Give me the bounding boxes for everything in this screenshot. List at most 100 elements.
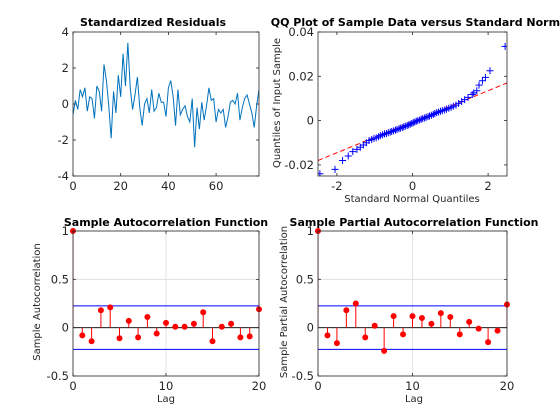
acf-xtick-label: 20 — [252, 379, 267, 393]
qq-point — [470, 89, 478, 97]
pacf-stem-marker — [466, 318, 473, 325]
qq-point — [395, 125, 403, 133]
qq-point — [344, 152, 352, 160]
residuals-ytick-label: 2 — [62, 61, 69, 75]
acf-stem-marker — [246, 333, 253, 340]
pacf-stem-marker — [494, 327, 501, 334]
qq-point — [409, 119, 417, 127]
pacf-stem-marker — [371, 322, 378, 329]
pacf-stem-marker — [343, 307, 350, 314]
acf-xtick-label: 0 — [69, 379, 76, 393]
pacf-title: Sample Partial Autocorrelation Function — [290, 216, 539, 229]
qq-ytick-label: 0.04 — [288, 25, 314, 39]
qq-ytick-label: 0 — [307, 114, 314, 128]
acf-stem-marker — [228, 320, 235, 327]
qq-plot: -2 0 2 -0.02 0 0.02 0.04 — [284, 25, 508, 193]
acf-stem-marker — [209, 338, 216, 345]
residuals-ytick-label: -2 — [58, 133, 69, 147]
pacf-xtick-label: 10 — [405, 379, 420, 393]
pacf-stem-marker — [400, 331, 407, 338]
qq-point — [405, 121, 413, 129]
pacf-stem-marker — [418, 314, 425, 321]
qq-point — [349, 148, 357, 156]
acf-stem-marker — [88, 338, 95, 345]
qq-ytick-label: 0.02 — [288, 69, 314, 83]
qq-point — [424, 113, 432, 121]
pacf-stem-marker — [485, 339, 492, 346]
acf-stem-marker — [79, 332, 86, 339]
pacf-stem-marker — [362, 334, 369, 341]
pacf-stem-marker — [437, 310, 444, 317]
residuals-xtick-label: 60 — [209, 179, 224, 193]
qq-point — [417, 115, 425, 123]
residuals-ytick-label: 4 — [62, 25, 69, 39]
pacf-stem-marker — [381, 347, 388, 354]
qq-point — [468, 90, 476, 98]
pacf-xtick-label: 0 — [314, 379, 321, 393]
qq-point — [501, 42, 507, 50]
residuals-ytick-label: -4 — [58, 169, 69, 183]
qq-point — [481, 73, 489, 81]
qq-panel: QQ Plot of Sample Data versus Standard N… — [271, 16, 560, 205]
pacf-panel: Sample Partial Autocorrelation Function … — [279, 216, 538, 405]
qq-xlabel: Standard Normal Quantiles — [344, 194, 480, 205]
acf-xlabel: Lag — [157, 394, 175, 405]
pacf-stem-marker — [390, 313, 397, 320]
qq-point — [406, 120, 414, 128]
pacf-stem-marker — [456, 331, 463, 338]
acf-plot: 0 10 20-0.500.51 — [47, 224, 267, 393]
pacf-stem-marker — [352, 300, 359, 307]
residuals-xtick-label: 20 — [113, 179, 128, 193]
acf-stem-marker — [162, 319, 169, 326]
residuals-marks — [73, 42, 259, 148]
acf-stem-marker — [181, 323, 188, 330]
acf-ytick-label: 0.5 — [51, 272, 69, 286]
qq-point — [464, 93, 472, 101]
acf-stem-marker — [200, 309, 207, 316]
qq-title: QQ Plot of Sample Data versus Standard N… — [271, 16, 560, 29]
qq-ylabel: Quantiles of Input Sample — [272, 38, 283, 168]
qq-point — [318, 170, 324, 176]
acf-ylabel: Sample Autocorrelation — [32, 243, 43, 361]
residuals-plot: 0 20 40 60 -4 -2 0 2 4 — [58, 25, 260, 193]
residuals-xtick-label: 40 — [161, 179, 176, 193]
pacf-ytick-label: 1 — [307, 224, 314, 238]
acf-ytick-label: 1 — [62, 224, 69, 238]
acf-stem-marker — [218, 323, 225, 330]
acf-stem-marker — [144, 314, 151, 321]
qq-point — [391, 126, 399, 134]
acf-stem-marker — [190, 320, 197, 327]
qq-xtick-label: -2 — [331, 179, 342, 193]
pacf-stem-marker — [475, 325, 482, 332]
acf-stem-marker — [237, 334, 244, 341]
pacf-stem-marker — [324, 332, 331, 339]
qq-point — [400, 123, 408, 131]
qq-point — [421, 114, 429, 122]
qq-point — [486, 67, 494, 75]
pacf-stem-marker — [447, 314, 454, 321]
pacf-ytick-label: 0 — [307, 321, 314, 335]
acf-title: Sample Autocorrelation Function — [64, 216, 268, 229]
residuals-series-line — [73, 42, 259, 148]
qq-marks — [318, 42, 507, 176]
qq-point — [412, 117, 420, 125]
acf-stem-marker — [153, 330, 160, 337]
pacf-stem-marker — [333, 340, 340, 347]
residuals-title: Standardized Residuals — [80, 16, 227, 29]
pacf-xtick-label: 20 — [500, 379, 515, 393]
qq-xtick-label: 0 — [409, 179, 416, 193]
acf-stem-marker — [116, 335, 123, 342]
qq-axes-box — [317, 31, 508, 177]
pacf-plot: 0 10 20-0.500.51 — [292, 224, 515, 393]
qq-point — [416, 116, 424, 124]
qq-point — [339, 156, 347, 164]
qq-xtick-label: 2 — [484, 179, 491, 193]
qq-point — [398, 123, 406, 131]
qq-point — [386, 128, 394, 136]
acf-stem-marker — [135, 334, 142, 341]
acf-stem-marker — [107, 304, 114, 311]
pacf-stem-marker — [428, 320, 435, 327]
qq-point — [408, 119, 416, 127]
qq-ytick-label: -0.02 — [284, 158, 314, 172]
